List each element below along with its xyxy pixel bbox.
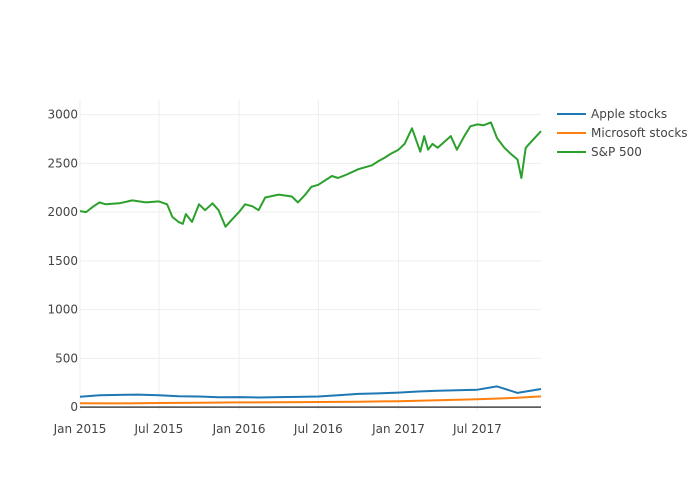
x-tick-label: Jul 2017 — [452, 422, 502, 436]
y-tick-label: 500 — [55, 351, 78, 365]
x-axis: Jan 2015 Jul 2015 Jan 2016 Jul 2016 Jan 2017… — [53, 422, 502, 436]
x-tick-label: Jan 2015 — [53, 422, 107, 436]
legend-label: Apple stocks — [591, 107, 667, 121]
y-axis: 0 500 1000 1500 2000 2500 3000 — [47, 108, 78, 414]
legend-label: S&P 500 — [591, 145, 642, 159]
y-tick-label: 2500 — [47, 156, 78, 170]
series-line-apple-stocks — [79, 385, 542, 399]
grid — [79, 100, 541, 410]
y-tick-label: 1000 — [47, 303, 78, 317]
x-tick-label: Jan 2016 — [212, 422, 266, 436]
x-tick-label: Jan 2017 — [371, 422, 425, 436]
y-tick-label: 0 — [70, 400, 78, 414]
series-line-s-p-500 — [79, 121, 542, 228]
series-line-microsoft-stocks — [79, 395, 542, 405]
y-tick-label: 1500 — [47, 254, 78, 268]
legend-item[interactable]: Microsoft stocks — [557, 126, 688, 140]
legend-label: Microsoft stocks — [591, 126, 688, 140]
series-group — [79, 121, 542, 405]
legend-item[interactable]: Apple stocks — [557, 107, 667, 121]
y-tick-label: 2000 — [47, 205, 78, 219]
x-tick-label: Jul 2016 — [293, 422, 343, 436]
x-tick-label: Jul 2015 — [133, 422, 183, 436]
y-tick-label: 3000 — [47, 108, 78, 122]
legend-item[interactable]: S&P 500 — [557, 145, 642, 159]
legend[interactable]: Apple stocks Microsoft stocks S&P 500 — [557, 107, 688, 159]
